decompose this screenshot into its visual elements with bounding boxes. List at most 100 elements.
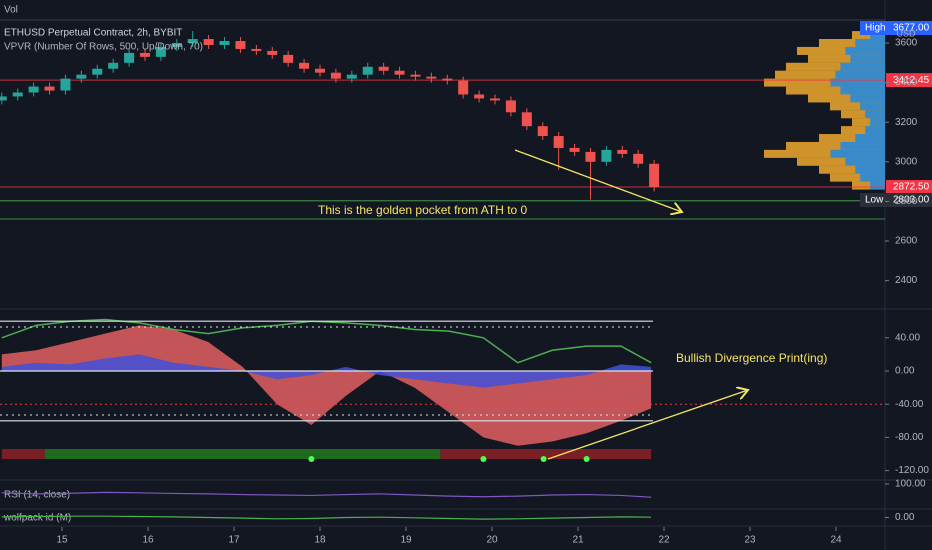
x-tick-label: 23 (744, 535, 756, 546)
rsi_pane-line (1, 491, 652, 498)
y-tick-label: 2800 (895, 196, 918, 207)
candle-body (569, 147, 580, 152)
volume-profile-bar (775, 70, 885, 79)
volume-profile-bar-up (850, 94, 885, 103)
candle-body (330, 72, 341, 79)
x-tick-label: 21 (572, 535, 584, 546)
volume-profile-bar (808, 54, 885, 63)
candle-body (299, 62, 310, 69)
volume-profile-bar (797, 46, 885, 55)
volume-profile-bar-up (855, 39, 885, 47)
x-tick-label: 15 (56, 535, 68, 546)
signal-dot (308, 455, 315, 462)
volume-profile-bar-up (845, 157, 885, 166)
vpvr-label: VPVR (Number Of Rows, 500, Up/Down, 70) (4, 42, 203, 53)
low-name: Low (865, 195, 884, 206)
x-tick-label: 24 (830, 535, 842, 546)
volume-profile-bar-up (830, 149, 885, 158)
candle-body (505, 100, 516, 113)
candle-body (346, 74, 357, 79)
volume-profile-bar (830, 173, 885, 182)
volume-profile-bar-up (860, 102, 885, 111)
symbol-label: ETHUSD Perpetual Contract, 2h, BYBIT (4, 28, 182, 39)
low-value: 2803.00 (893, 195, 930, 206)
arrow (547, 390, 748, 460)
candle-body (410, 74, 421, 77)
candle-body (442, 78, 453, 81)
high-value: 3677.00 (893, 23, 930, 34)
candle-body (585, 151, 596, 162)
volume-profile-bar (819, 165, 885, 174)
x-tick-label: 16 (142, 535, 154, 546)
high-name: High (865, 23, 886, 34)
candle-body (171, 43, 182, 47)
candle-body (378, 66, 389, 71)
candle-body (12, 92, 23, 97)
signal-bar (1, 449, 45, 459)
candle-body (426, 76, 437, 79)
price-label-bg (886, 73, 932, 88)
volume-profile-bar-up (845, 46, 885, 55)
volume-profile-bar (819, 39, 885, 47)
volume-profile-bar (841, 110, 885, 119)
price-label: 2872.50 (893, 182, 930, 193)
rsi-label: RSI (14, close) (4, 490, 70, 501)
candle-body (617, 149, 628, 154)
price-label-bg (886, 180, 932, 195)
wolfpack-label: wolfpack id (M) (3, 513, 71, 524)
x-tick-label: 22 (658, 535, 670, 546)
y-tick-label: -80.00 (895, 432, 924, 443)
volume-profile-bar (852, 118, 885, 127)
y-tick-label: 3600 (895, 38, 918, 49)
candle-body (219, 41, 230, 45)
arrow (514, 149, 682, 212)
y-tick-label: 0.00 (895, 366, 915, 377)
y-tick-label: -40.00 (895, 399, 924, 410)
volume-profile-bar-up (870, 181, 885, 190)
volume-profile-bar-up (865, 126, 885, 135)
volume-profile-bar (841, 126, 885, 135)
candle-body (0, 96, 7, 101)
candle-body (474, 94, 485, 99)
signal-dot (480, 455, 487, 462)
candle-body (537, 126, 548, 137)
candle-body (283, 54, 294, 63)
candle-body (394, 70, 405, 75)
candle-body (44, 86, 55, 91)
signal-bar (440, 449, 652, 459)
high-box (860, 21, 932, 35)
volume-profile-bar-up (830, 78, 885, 87)
signal-dot (540, 455, 547, 462)
wolfpack_pane-line (1, 515, 652, 520)
candle-body (124, 52, 135, 63)
candle-body (601, 149, 612, 162)
candle-body (139, 52, 150, 57)
candle-body (362, 66, 373, 75)
volume-profile-bar-up (855, 134, 885, 143)
signal-dot (583, 455, 590, 462)
y-tick-label: 0.00 (895, 512, 915, 523)
candle-body (315, 68, 325, 73)
volume-profile-bar (764, 149, 885, 158)
candle-body (521, 112, 532, 127)
candle-body (553, 136, 564, 148)
volume-profile-bar (797, 157, 885, 166)
candle-body (76, 74, 87, 79)
candle-body (267, 50, 278, 55)
candle-body (155, 46, 166, 57)
y-tick-label: 3400 (895, 77, 918, 88)
x-tick-label: 20 (486, 535, 498, 546)
wave-area (1, 325, 652, 446)
candle-body (60, 78, 71, 91)
candle-body (108, 62, 119, 69)
volume-profile-bar (786, 141, 885, 150)
volume-profile-bar (819, 134, 885, 143)
volume-profile-bar-up (840, 86, 885, 95)
signal-bar (44, 449, 441, 459)
y-tick-label: 2400 (895, 275, 918, 286)
y-tick-label: -120.00 (895, 465, 929, 476)
y-tick-label: 3000 (895, 156, 918, 167)
annotation: This is the golden pocket from ATH to 0 (318, 203, 528, 217)
volume-profile-bar-up (840, 141, 885, 150)
